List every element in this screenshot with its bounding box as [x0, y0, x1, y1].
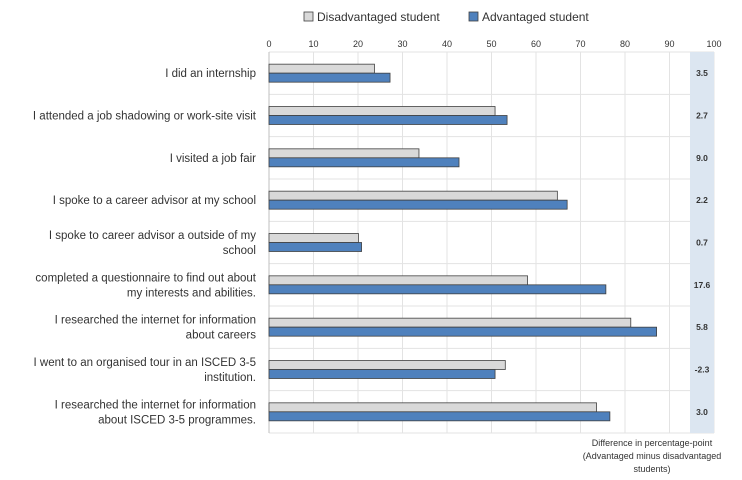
- difference-value: -2.3: [695, 365, 710, 375]
- legend-label-advantaged: Advantaged student: [482, 10, 589, 24]
- category-label: I researched the internet for informatio…: [55, 399, 256, 411]
- legend-swatch-disadvantaged: [303, 11, 314, 22]
- bar-disadvantaged: [268, 63, 375, 74]
- category-labels: I did an internship I attended a job shad…: [33, 68, 257, 426]
- bar-disadvantaged: [268, 233, 359, 243]
- category-label: school: [223, 245, 256, 257]
- difference-value: 3.0: [696, 407, 708, 417]
- bars: [268, 63, 657, 422]
- bar-disadvantaged: [268, 360, 506, 370]
- bar-advantaged: [268, 72, 391, 83]
- x-tick-label: 70: [575, 39, 585, 49]
- legend-label-disadvantaged: Disadvantaged student: [317, 10, 440, 24]
- x-tick-label: 60: [531, 39, 541, 49]
- x-tick-label: 20: [353, 39, 363, 49]
- category-label: I spoke to career advisor a outside of m…: [49, 230, 256, 242]
- difference-caption-line-3: students): [633, 464, 670, 474]
- category-label: about careers: [186, 330, 257, 342]
- bar-disadvantaged: [268, 402, 597, 413]
- bar-disadvantaged: [268, 275, 528, 286]
- bar-advantaged: [268, 326, 657, 337]
- difference-value: 0.7: [696, 238, 708, 248]
- x-tick-label: 30: [397, 39, 407, 49]
- category-label: I attended a job shadowing or work-site …: [33, 111, 257, 123]
- bar-disadvantaged: [268, 106, 496, 116]
- difference-value: 3.5: [696, 68, 708, 78]
- legend-swatch-advantaged: [468, 11, 479, 22]
- category-label: I researched the internet for informatio…: [55, 315, 256, 327]
- bar-advantaged: [268, 157, 460, 168]
- bar-advantaged: [268, 199, 568, 210]
- category-label: institution.: [204, 372, 256, 384]
- category-label: I went to an organised tour in an ISCED …: [34, 357, 256, 369]
- difference-value: 5.8: [696, 322, 708, 332]
- bar-advantaged: [268, 411, 611, 422]
- x-tick-label: 90: [664, 39, 674, 49]
- category-label: I visited a job fair: [170, 153, 256, 165]
- x-tick-label: 0: [266, 39, 271, 49]
- category-label: I did an internship: [165, 68, 256, 80]
- legend: Disadvantaged student Advantaged student: [303, 10, 589, 24]
- difference-value: 2.7: [696, 111, 708, 121]
- x-tick-label: 10: [308, 39, 318, 49]
- category-label: completed a questionnaire to find out ab…: [35, 272, 256, 284]
- category-label: I spoke to a career advisor at my school: [53, 195, 256, 207]
- difference-column-band: [690, 52, 714, 433]
- difference-value: 9.0: [696, 153, 708, 163]
- x-axis-ticks: 0 10 20 30 40 50 60 70 80 90 100: [266, 39, 721, 49]
- x-tick-label: 50: [486, 39, 496, 49]
- x-tick-label: 40: [442, 39, 452, 49]
- bar-disadvantaged: [268, 148, 420, 159]
- bar-disadvantaged: [268, 317, 632, 328]
- difference-value: 17.6: [694, 280, 711, 290]
- difference-caption-line-1: Difference in percentage-point: [592, 438, 713, 448]
- difference-values: 3.5 2.7 9.0 2.2 0.7 17.6 5.8 -2.3 3.0: [694, 68, 711, 417]
- x-tick-label: 80: [620, 39, 630, 49]
- bar-disadvantaged: [268, 190, 558, 201]
- bar-advantaged: [268, 242, 362, 252]
- bar-advantaged: [268, 284, 607, 295]
- difference-caption-line-2: (Advantaged minus disadvantaged: [583, 451, 722, 461]
- bar-advantaged: [268, 369, 496, 379]
- bar-advantaged: [268, 115, 508, 125]
- category-label: about ISCED 3-5 programmes.: [98, 414, 256, 426]
- difference-value: 2.2: [696, 195, 708, 205]
- x-tick-label: 100: [706, 39, 721, 49]
- category-label: my interests and abilities.: [127, 287, 256, 299]
